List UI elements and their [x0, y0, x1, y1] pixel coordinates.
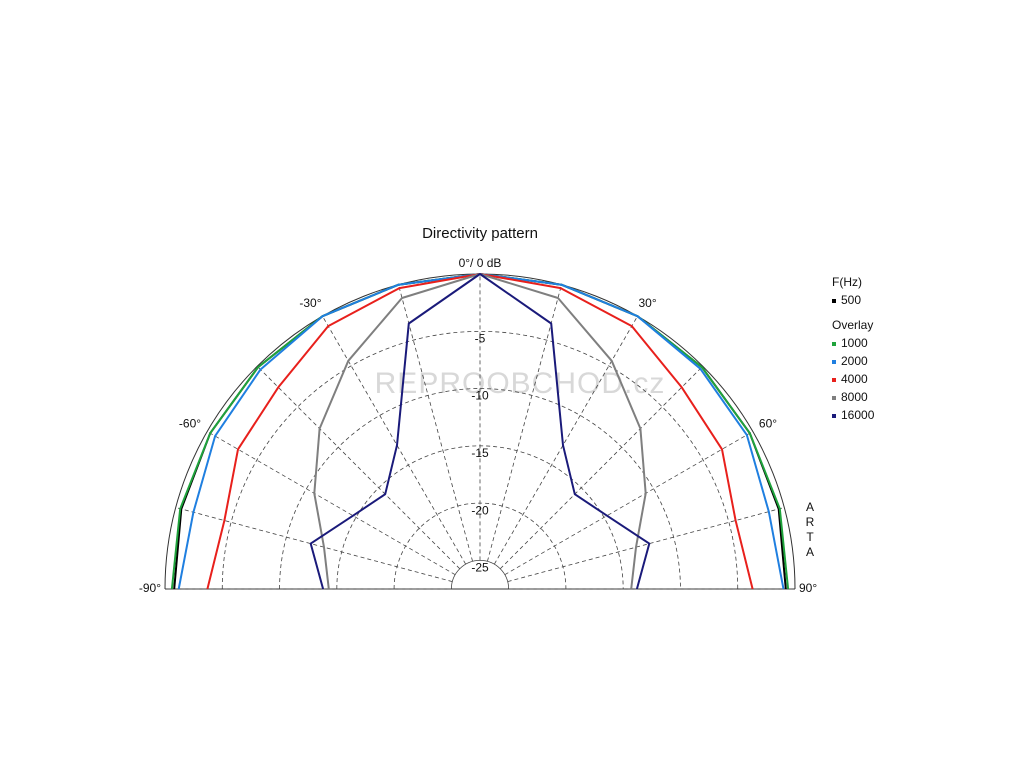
- grid-spoke: [322, 316, 467, 565]
- r-tick-label: -20: [471, 503, 489, 517]
- legend-swatch: [832, 360, 836, 364]
- legend-swatch: [832, 414, 836, 418]
- overlay-label: Overlay: [832, 318, 873, 332]
- grid-spoke: [493, 316, 638, 565]
- grid-spoke: [499, 365, 704, 570]
- legend-swatch: [832, 396, 836, 400]
- side-label: T: [806, 530, 814, 544]
- grid-spoke: [487, 284, 562, 562]
- grid-circle: [221, 330, 739, 590]
- angle-tick-label: 60°: [759, 417, 777, 431]
- r-tick-label: -10: [471, 389, 489, 403]
- grid-spoke: [175, 507, 453, 582]
- grid-circle: [450, 560, 510, 590]
- angle-tick-label: 0°/ 0 dB: [459, 256, 502, 270]
- legend-label: 4000: [841, 372, 868, 386]
- series-curve: [177, 273, 785, 590]
- grid-spoke: [507, 507, 785, 582]
- legend-swatch: [832, 378, 836, 382]
- legend-label: 8000: [841, 390, 868, 404]
- grid-spoke: [504, 431, 753, 576]
- grid-circle: [279, 388, 681, 590]
- angle-tick-label: 30°: [639, 296, 657, 310]
- side-label: A: [806, 500, 814, 514]
- legend-label: 16000: [841, 408, 875, 422]
- chart-title: Directivity pattern: [422, 225, 538, 242]
- legend-swatch: [832, 299, 836, 303]
- angle-tick-label: 90°: [799, 581, 817, 595]
- series-curve: [309, 273, 651, 590]
- grid: [164, 273, 796, 590]
- legend-label: 1000: [841, 336, 868, 350]
- legend-swatch: [832, 342, 836, 346]
- r-tick-label: -5: [475, 331, 486, 345]
- r-tick-label: -25: [471, 561, 489, 575]
- angle-tick-label: -30°: [299, 296, 321, 310]
- side-label: A: [806, 545, 814, 559]
- r-tick-label: -15: [471, 446, 489, 460]
- legend-title: F(Hz): [832, 275, 862, 289]
- grid-spoke: [207, 431, 456, 576]
- legend-label: 500: [841, 293, 861, 307]
- side-label: R: [806, 515, 815, 529]
- angle-tick-label: -90°: [139, 581, 161, 595]
- legend-label: 2000: [841, 354, 868, 368]
- curves: [170, 273, 790, 590]
- grid-spoke: [398, 284, 473, 562]
- angle-tick-label: -60°: [179, 417, 201, 431]
- grid-spoke: [256, 365, 461, 570]
